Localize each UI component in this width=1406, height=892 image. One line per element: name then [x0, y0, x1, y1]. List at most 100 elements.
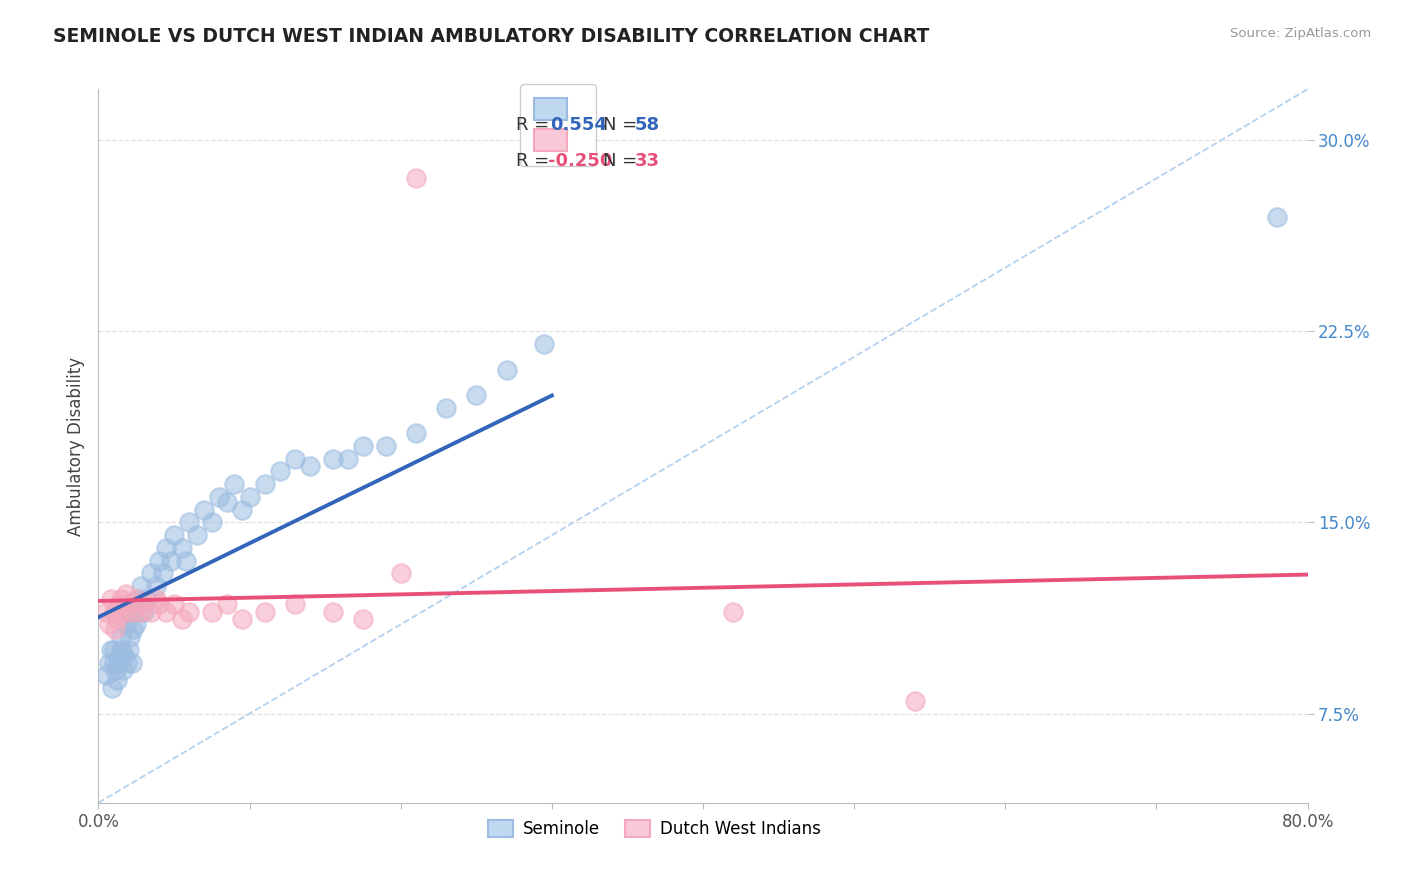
Point — [389, 566, 412, 581]
Point — [105, 612, 128, 626]
Point — [239, 490, 262, 504]
Point — [127, 591, 149, 606]
Point — [1267, 210, 1289, 224]
Point — [118, 643, 141, 657]
Point — [163, 597, 186, 611]
Text: N =: N = — [603, 116, 643, 135]
Point — [114, 587, 136, 601]
Point — [284, 451, 307, 466]
Point — [170, 612, 193, 626]
Point — [121, 605, 143, 619]
Point — [94, 605, 117, 619]
Text: SEMINOLE VS DUTCH WEST INDIAN AMBULATORY DISABILITY CORRELATION CHART: SEMINOLE VS DUTCH WEST INDIAN AMBULATORY… — [53, 27, 929, 45]
Point — [129, 605, 152, 619]
Point — [98, 617, 121, 632]
Point — [160, 554, 183, 568]
Text: R =: R = — [516, 153, 555, 170]
Point — [132, 597, 155, 611]
Point — [107, 656, 129, 670]
Point — [155, 541, 177, 555]
Point — [118, 597, 141, 611]
Point — [104, 663, 127, 677]
Point — [141, 566, 163, 581]
Point — [269, 465, 291, 479]
Text: 58: 58 — [634, 116, 659, 135]
Point — [100, 591, 122, 606]
Point — [148, 554, 170, 568]
Point — [98, 656, 121, 670]
Y-axis label: Ambulatory Disability: Ambulatory Disability — [66, 357, 84, 535]
Point — [110, 643, 132, 657]
Point — [118, 605, 141, 619]
Point — [215, 597, 238, 611]
Point — [193, 502, 215, 516]
Text: Source: ZipAtlas.com: Source: ZipAtlas.com — [1230, 27, 1371, 40]
Point — [322, 605, 344, 619]
Point — [111, 663, 134, 677]
Point — [112, 648, 135, 662]
Point — [110, 630, 132, 644]
Point — [723, 605, 745, 619]
Point — [201, 605, 224, 619]
Point — [224, 477, 246, 491]
Point — [132, 605, 155, 619]
Point — [405, 426, 427, 441]
Text: -0.250: -0.250 — [547, 153, 612, 170]
Point — [121, 656, 143, 670]
Point — [122, 623, 145, 637]
Point — [231, 502, 253, 516]
Point — [465, 388, 488, 402]
Point — [533, 337, 555, 351]
Point — [110, 591, 132, 606]
Point — [201, 516, 224, 530]
Point — [104, 623, 127, 637]
Point — [135, 591, 157, 606]
Point — [103, 656, 125, 670]
Point — [105, 673, 128, 688]
Point — [336, 451, 359, 466]
Point — [284, 597, 307, 611]
Point — [114, 617, 136, 632]
Point — [103, 643, 125, 657]
Point — [174, 554, 197, 568]
Point — [125, 617, 148, 632]
Text: R =: R = — [516, 116, 561, 135]
Point — [94, 668, 117, 682]
Point — [352, 439, 374, 453]
Point — [155, 605, 177, 619]
Point — [179, 516, 201, 530]
Point — [145, 579, 167, 593]
Text: N =: N = — [603, 153, 643, 170]
Point — [215, 495, 238, 509]
Point — [120, 630, 142, 644]
Point — [148, 597, 170, 611]
Point — [103, 605, 125, 619]
Point — [112, 605, 135, 619]
Point — [253, 477, 276, 491]
Point — [170, 541, 193, 555]
Point — [495, 362, 517, 376]
Point — [186, 528, 208, 542]
Point — [145, 591, 167, 606]
Point — [163, 528, 186, 542]
Text: 33: 33 — [634, 153, 659, 170]
Point — [152, 566, 174, 581]
Point — [101, 681, 124, 695]
Point — [100, 643, 122, 657]
Point — [904, 694, 927, 708]
Point — [299, 459, 322, 474]
Point — [108, 597, 131, 611]
Point — [179, 605, 201, 619]
Point — [322, 451, 344, 466]
Legend: Seminole, Dutch West Indians: Seminole, Dutch West Indians — [481, 813, 828, 845]
Point — [231, 612, 253, 626]
Point — [405, 171, 427, 186]
Point — [434, 401, 457, 415]
Point — [108, 648, 131, 662]
Point — [208, 490, 231, 504]
Point — [374, 439, 396, 453]
Point — [125, 591, 148, 606]
Point — [352, 612, 374, 626]
Point — [115, 656, 138, 670]
Point — [129, 579, 152, 593]
